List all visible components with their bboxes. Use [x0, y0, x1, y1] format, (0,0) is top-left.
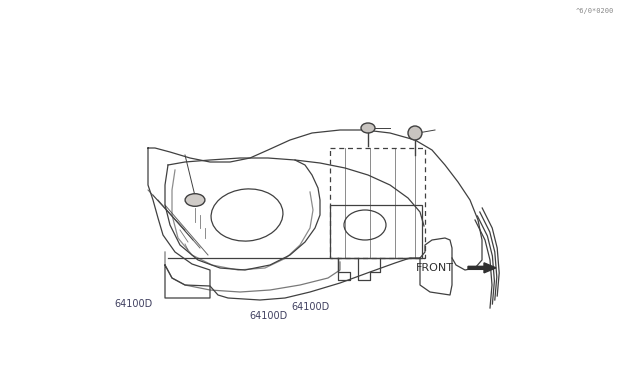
Text: 64100D: 64100D [250, 311, 288, 321]
Text: 64100D: 64100D [291, 302, 330, 312]
Circle shape [408, 126, 422, 140]
FancyArrow shape [468, 263, 496, 273]
Text: FRONT: FRONT [416, 263, 454, 273]
Text: 64100D: 64100D [114, 299, 152, 309]
Ellipse shape [185, 194, 205, 206]
Text: ^6/0*0200: ^6/0*0200 [576, 8, 614, 14]
Ellipse shape [361, 123, 375, 133]
